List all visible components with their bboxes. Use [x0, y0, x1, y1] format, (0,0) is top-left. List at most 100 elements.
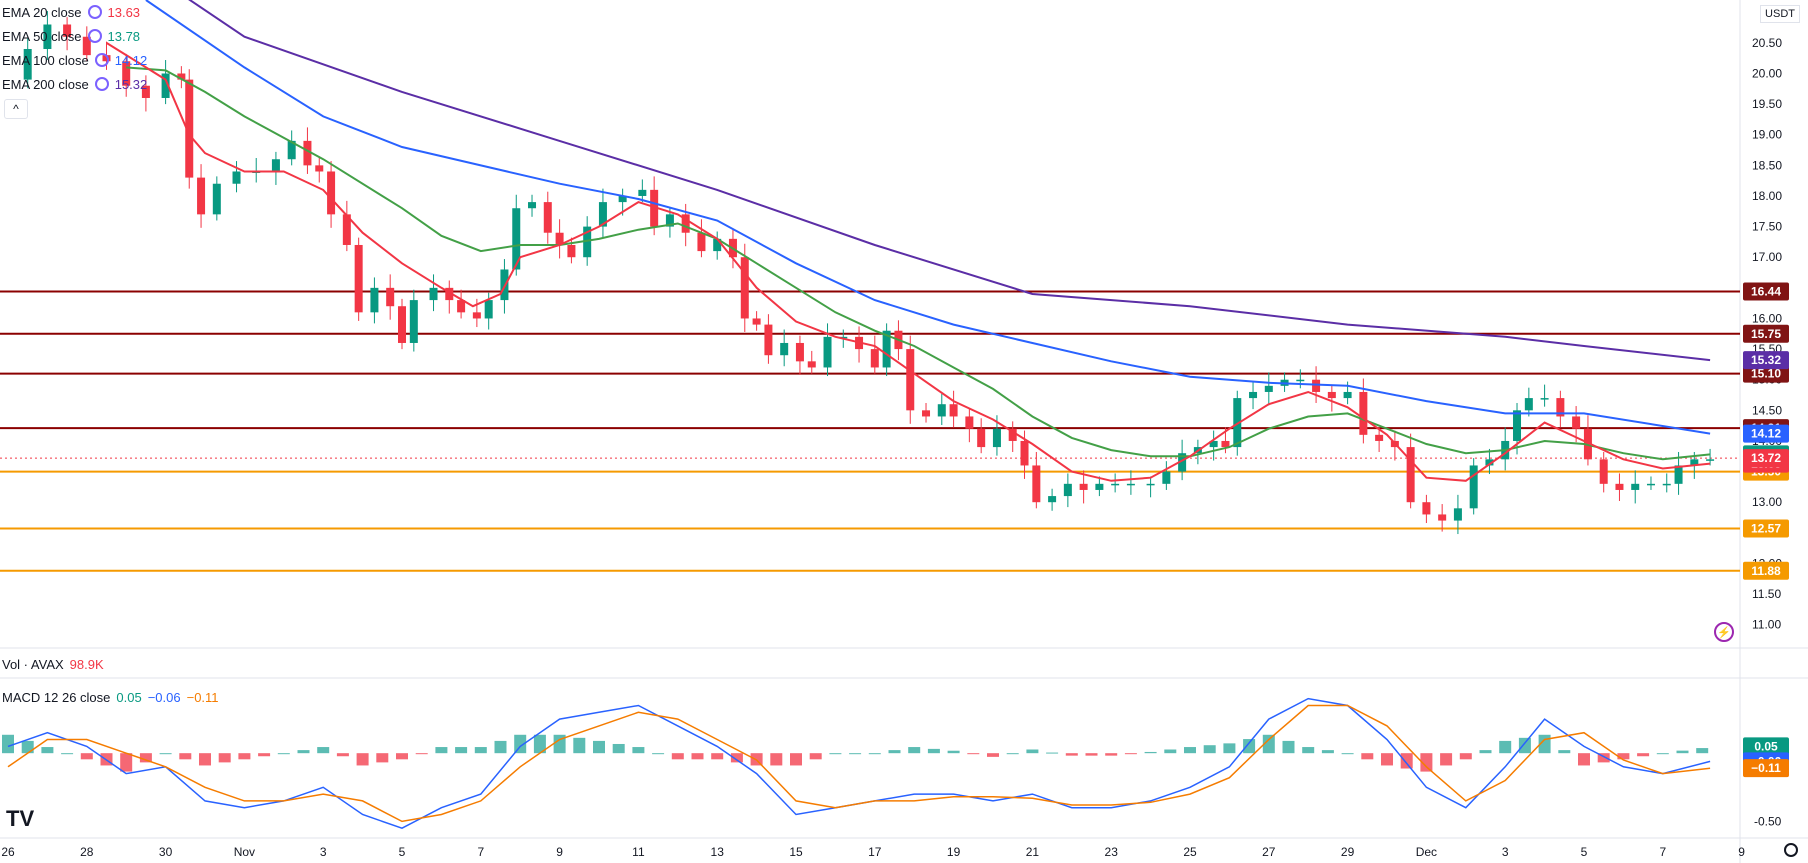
candle-body	[398, 306, 406, 343]
macd-line-value: −0.06	[147, 690, 181, 705]
candle-body	[922, 410, 931, 417]
macd-histogram-bar	[1203, 745, 1216, 754]
macd-histogram-bar	[1440, 753, 1453, 766]
candle-body	[1453, 508, 1462, 521]
candle-body	[1178, 453, 1187, 472]
candle-body	[1438, 514, 1447, 521]
macd-histogram-bar	[415, 753, 428, 755]
indicator-icon[interactable]	[94, 77, 109, 91]
ema-200-legend[interactable]: EMA 200 close 15.32	[2, 75, 147, 93]
macd-histogram-bar	[396, 753, 408, 760]
candle-body	[1249, 391, 1258, 399]
time-tick-label: 17	[868, 845, 882, 859]
lightning-icon[interactable]: ⚡	[1714, 622, 1734, 642]
ema-50-legend[interactable]: EMA 50 close 13.78	[2, 27, 140, 45]
candle-body	[1020, 440, 1029, 466]
macd-histogram-bar	[1499, 740, 1512, 754]
macd-histogram-bar	[770, 753, 783, 766]
level-price-label: 15.75	[1751, 327, 1781, 341]
macd-histogram-bar	[336, 753, 349, 757]
ema-20-legend[interactable]: EMA 20 close 13.63	[2, 3, 140, 21]
candle-body	[1209, 440, 1218, 448]
candle-body	[512, 208, 521, 270]
macd-histogram-bar	[1065, 753, 1078, 756]
candle-body	[287, 140, 296, 160]
candle-body	[1063, 483, 1072, 497]
candle-body	[370, 287, 379, 313]
macd-histogram-bar	[947, 750, 960, 754]
price-tick-label: 19.50	[1752, 97, 1782, 111]
ema-200-line	[188, 0, 1711, 362]
candle-body	[764, 324, 773, 356]
macd-histogram-bar	[1164, 749, 1177, 754]
ema-20-line	[105, 42, 1711, 482]
gear-icon[interactable]	[1784, 843, 1798, 857]
time-tick-label: 28	[80, 845, 94, 859]
candle-body	[650, 189, 659, 227]
price-tick-label: 11.50	[1752, 587, 1781, 601]
macd-histogram-bar	[376, 753, 389, 763]
candle-body	[1422, 502, 1431, 515]
time-tick-label: 13	[711, 845, 725, 859]
macd-histogram-bar	[1105, 753, 1118, 756]
candle-body	[409, 300, 418, 343]
macd-histogram-bar	[1302, 747, 1315, 754]
macd-histogram-bar	[41, 747, 54, 754]
candle-body	[23, 48, 32, 80]
indicator-icon[interactable]	[87, 29, 102, 43]
macd-histogram-bar	[1085, 753, 1098, 756]
macd-line	[7, 697, 1711, 830]
candle-body	[303, 140, 312, 166]
candle-body	[665, 214, 674, 227]
tradingview-logo[interactable]: TV	[6, 806, 35, 831]
candle-body	[1540, 398, 1549, 400]
candle-body	[1615, 483, 1624, 490]
candle-body	[1233, 398, 1242, 448]
macd-histogram-bar	[1656, 753, 1669, 755]
candle-body	[1111, 483, 1120, 486]
macd-histogram-bar	[1420, 753, 1433, 772]
indicator-icon[interactable]	[94, 53, 109, 67]
collapse-legend-button[interactable]: ^	[4, 99, 28, 119]
candle-body	[271, 159, 280, 172]
currency-selector[interactable]: USDT	[1760, 5, 1800, 23]
candle-body	[1343, 391, 1352, 399]
ema-100-legend[interactable]: EMA 100 close 14.12	[2, 51, 147, 69]
price-tick-label: 14.50	[1752, 403, 1782, 417]
macd-histogram-bar	[1341, 753, 1354, 755]
macd-histogram-bar	[258, 753, 271, 757]
macd-histogram-bar	[1184, 747, 1196, 754]
candle-body	[197, 177, 206, 215]
candle-body	[906, 349, 915, 411]
time-tick-label: Nov	[234, 845, 255, 859]
candle-body	[1706, 459, 1715, 461]
candle-body	[1674, 465, 1683, 484]
volume-legend[interactable]: Vol · AVAX 98.9K	[2, 657, 104, 672]
candle-body	[122, 61, 131, 86]
macd-legend[interactable]: MACD 12 26 close 0.05 −0.06 −0.11	[2, 690, 219, 705]
ema-50-value: 13.78	[107, 28, 141, 44]
time-tick-label: 25	[1183, 845, 1197, 859]
macd-histogram-bar	[790, 753, 802, 766]
macd-histogram-bar	[1223, 743, 1236, 754]
candle-body	[1162, 471, 1171, 484]
candle-body	[992, 428, 1001, 448]
candle-body	[429, 287, 438, 301]
candle-body	[713, 238, 722, 252]
level-price-label: 12.57	[1751, 522, 1781, 536]
macd-value-label: −0.11	[1751, 761, 1781, 775]
indicator-price-label: 14.12	[1751, 427, 1781, 441]
volume-label: Vol · AVAX	[2, 657, 64, 672]
macd-histogram-bar	[927, 748, 940, 754]
indicator-icon[interactable]	[87, 5, 102, 19]
macd-hist-value: 0.05	[116, 690, 142, 705]
candle-body	[82, 36, 91, 56]
candle-body	[1359, 391, 1368, 435]
candle-body	[555, 232, 564, 245]
indicator-price-label: 15.32	[1751, 353, 1781, 367]
ema-100-label: EMA 100 close	[2, 52, 89, 68]
macd-histogram-bar	[1262, 734, 1275, 754]
candle-body	[1048, 496, 1057, 503]
candle-body	[1469, 465, 1478, 509]
